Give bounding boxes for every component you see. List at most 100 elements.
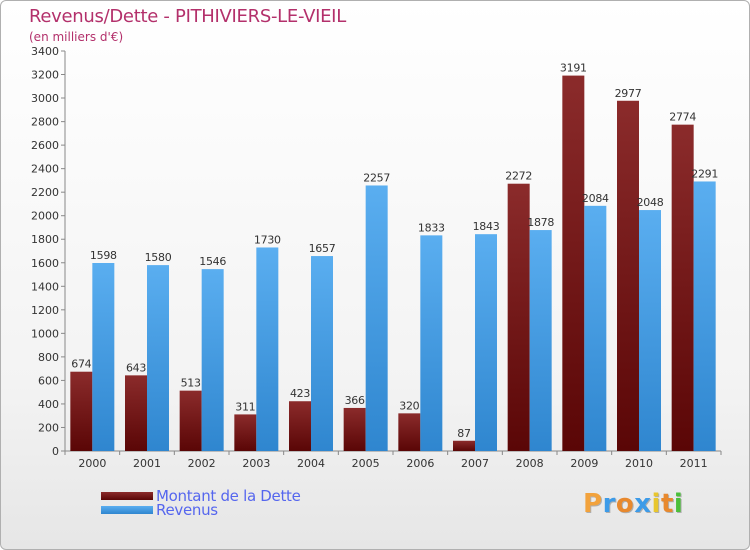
- bar-revenue: [584, 205, 607, 451]
- x-tick-label: 2002: [188, 457, 216, 470]
- data-label: 1878: [527, 216, 554, 229]
- bar-revenue: [693, 181, 716, 451]
- y-axis: 0 200 400 600 800 1000 1200 1400 1600 1800 2000 220…: [31, 45, 66, 458]
- bar-revenue: [420, 235, 443, 451]
- legend-label-debt: Montant de la Dette: [156, 487, 301, 505]
- data-label: 87: [457, 427, 471, 440]
- data-label: 643: [126, 361, 146, 374]
- data-label: 366: [345, 394, 365, 407]
- data-label: 2048: [637, 196, 664, 209]
- data-label: 2084: [582, 192, 609, 205]
- y-tick-label: 1600: [31, 257, 59, 270]
- y-tick-label: 200: [38, 421, 59, 434]
- y-tick-label: 1800: [31, 233, 59, 246]
- legend-item-revenue: Revenus: [101, 501, 218, 519]
- x-axis: 2000 2001 2002 2003 2004 2005 2006 2007 2008 2009…: [64, 450, 722, 470]
- bar-debt: [671, 124, 694, 451]
- y-tick-label: 3000: [31, 92, 59, 105]
- chart-subtitle: (en milliers d'€): [29, 30, 124, 44]
- proxiti-logo: Proxiti: [583, 489, 683, 519]
- legend-swatch-debt: [101, 492, 153, 500]
- logo-letter: P: [583, 489, 603, 519]
- logo-letter: x: [634, 489, 652, 519]
- data-label: 1580: [145, 251, 172, 264]
- data-label: 2257: [363, 171, 390, 184]
- x-tick-label: 2001: [133, 457, 161, 470]
- legend-label-revenue: Revenus: [156, 501, 218, 519]
- x-tick-label: 2004: [297, 457, 325, 470]
- bars: [70, 75, 716, 452]
- y-tick-label: 3400: [31, 45, 59, 58]
- data-label: 1598: [90, 249, 117, 262]
- y-tick-label: 3200: [31, 69, 59, 82]
- y-tick-label: 2400: [31, 163, 59, 176]
- bar-debt: [234, 414, 257, 451]
- bar-revenue: [365, 185, 388, 451]
- data-label: 1833: [418, 221, 445, 234]
- x-tick-label: 2005: [352, 457, 380, 470]
- bar-debt: [507, 183, 530, 452]
- data-label: 1843: [473, 220, 500, 233]
- bar-revenue: [92, 263, 115, 451]
- x-tick-label: 2007: [461, 457, 489, 470]
- bar-debt: [70, 371, 93, 451]
- y-tick-label: 800: [38, 351, 59, 364]
- bar-revenue: [201, 269, 224, 451]
- bar-revenue: [311, 256, 333, 451]
- data-label: 2291: [691, 167, 718, 180]
- bar-debt: [343, 407, 366, 451]
- bar-debt: [562, 75, 585, 452]
- data-label: 2272: [505, 170, 532, 183]
- bar-revenue: [529, 230, 552, 451]
- y-tick-label: 600: [38, 374, 59, 387]
- x-tick-label: 2010: [625, 457, 653, 470]
- y-tick-label: 0: [52, 445, 59, 458]
- x-tick-label: 2000: [78, 457, 106, 470]
- data-label: 674: [71, 358, 91, 371]
- x-tick-label: 2009: [570, 457, 598, 470]
- bar-debt: [617, 100, 639, 451]
- bar-debt: [125, 375, 147, 451]
- data-label: 320: [399, 399, 419, 412]
- logo-letter: i: [673, 489, 684, 519]
- x-tick-label: 2011: [680, 457, 708, 470]
- bar-debt: [453, 440, 475, 451]
- y-tick-label: 400: [38, 398, 59, 411]
- bar-debt: [398, 413, 421, 451]
- logo-letter: i: [651, 489, 661, 519]
- data-label: 1730: [254, 233, 281, 246]
- y-tick-label: 2600: [31, 139, 59, 152]
- data-label: 2774: [669, 111, 696, 124]
- logo-letter: r: [602, 489, 616, 519]
- data-labels: 674 643 513 311 423 366 320 87 2272 3191 2977 2774 1…: [71, 62, 718, 440]
- bar-debt: [179, 390, 202, 451]
- chart-title: Revenus/Dette - PITHIVIERS-LE-VIEIL: [29, 6, 346, 27]
- bar-revenue: [639, 210, 661, 451]
- y-tick-label: 1400: [31, 280, 59, 293]
- data-label: 423: [290, 387, 310, 400]
- data-label: 311: [235, 400, 255, 413]
- data-label: 3191: [560, 62, 587, 75]
- x-tick-label: 2006: [406, 457, 434, 470]
- x-tick-label: 2003: [242, 457, 270, 470]
- y-tick-label: 2200: [31, 186, 59, 199]
- data-label: 513: [181, 377, 201, 390]
- logo-letter: o: [615, 489, 635, 519]
- bar-debt: [289, 401, 311, 451]
- data-label: 2977: [615, 87, 642, 100]
- legend-item-debt: Montant de la Dette: [101, 487, 301, 505]
- bar-revenue: [475, 234, 497, 451]
- y-tick-label: 1000: [31, 327, 59, 340]
- legend-swatch-revenue: [101, 506, 153, 514]
- y-tick-label: 1200: [31, 304, 59, 317]
- bar-revenue: [147, 265, 169, 451]
- data-label: 1657: [309, 242, 336, 255]
- data-label: 1546: [199, 255, 226, 268]
- logo-letter: t: [660, 489, 674, 519]
- y-tick-label: 2000: [31, 210, 59, 223]
- x-tick-label: 2008: [516, 457, 544, 470]
- y-tick-label: 2800: [31, 116, 59, 129]
- bar-revenue: [256, 247, 279, 451]
